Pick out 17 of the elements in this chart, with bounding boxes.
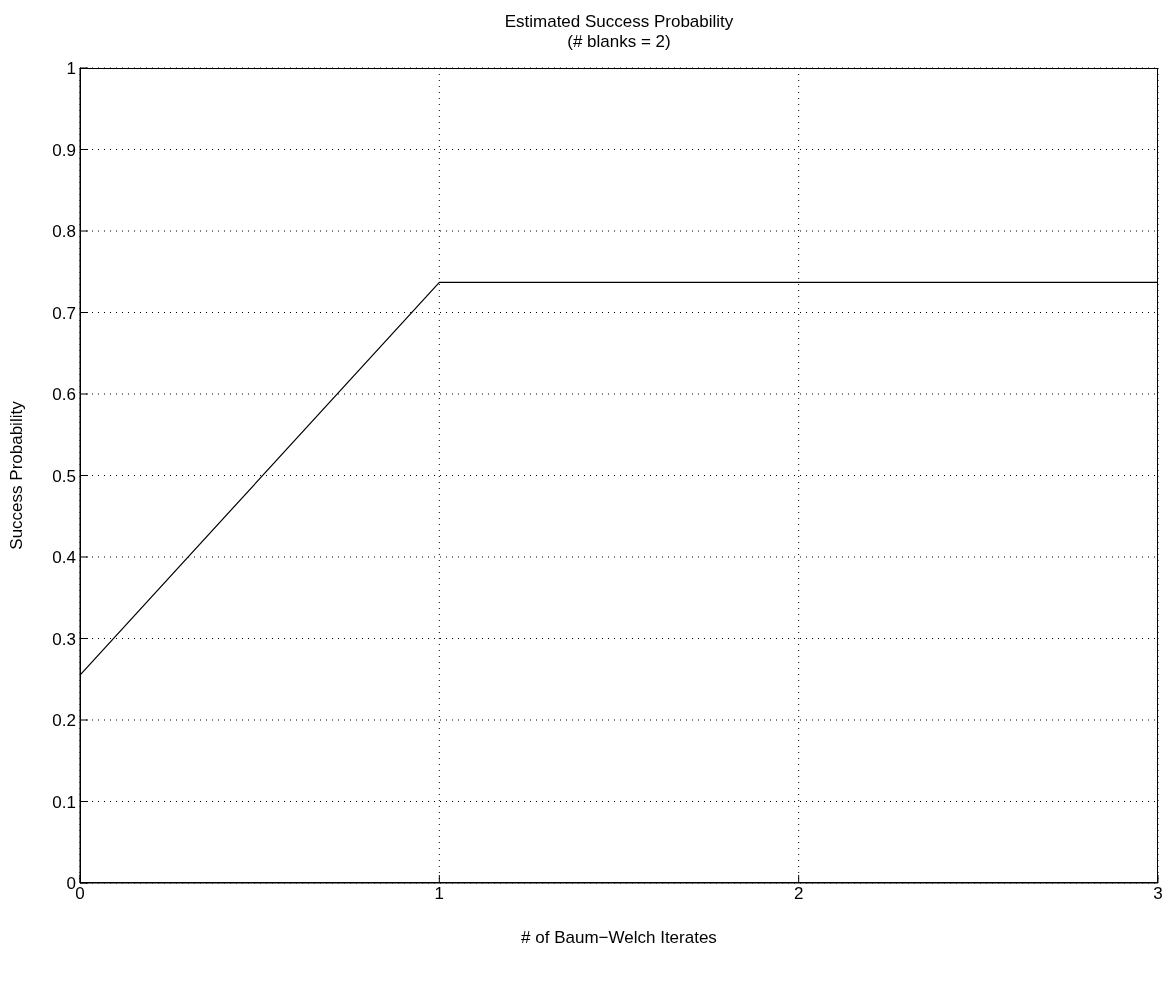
y-tick-label: 0.5 xyxy=(52,466,76,486)
y-tick-label: 0.7 xyxy=(52,303,76,323)
y-tick-label: 0.6 xyxy=(52,385,76,405)
y-tick-label: 0.1 xyxy=(52,792,76,812)
y-tick-label: 1 xyxy=(66,59,76,79)
x-tick-label: 3 xyxy=(1153,884,1163,904)
y-tick-label: 0.9 xyxy=(52,140,76,160)
y-tick-label: 0.2 xyxy=(52,711,76,731)
y-axis-title: Success Probability xyxy=(7,400,27,550)
x-tick-label: 1 xyxy=(434,884,445,904)
y-tick-label: 0.3 xyxy=(52,629,76,649)
chart-title: Estimated Success Probability xyxy=(503,12,735,32)
chart-subtitle: (# blanks = 2) xyxy=(566,32,672,52)
y-tick-label: 0.4 xyxy=(52,548,76,568)
x-axis-title: # of Baum−Welch Iterates xyxy=(521,928,717,947)
y-tick-label: 0.8 xyxy=(52,222,76,242)
x-tick-label: 2 xyxy=(793,884,804,904)
